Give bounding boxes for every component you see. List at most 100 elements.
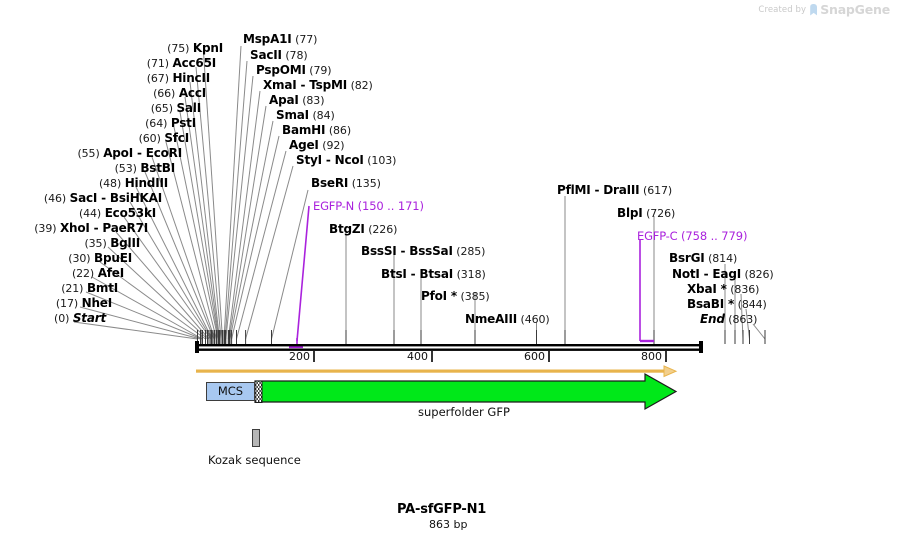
enzyme-name: SalI [176, 101, 201, 115]
enzyme-label-acci[interactable]: (66) AccI [20, 86, 206, 101]
enzyme-name: PstI [170, 116, 196, 130]
enzyme-position: (48) [98, 177, 122, 190]
enzyme-name: XhoI - PaeR7I [59, 221, 148, 235]
enzyme-position: (79) [309, 64, 332, 77]
enzyme-label-hindiii[interactable]: (48) HindIII [10, 176, 168, 191]
enzyme-name: HincII [172, 71, 210, 85]
enzyme-label-bsabi[interactable]: BsaBI * (844) [687, 297, 767, 312]
enzyme-label-sacii[interactable]: SacII (78) [250, 48, 308, 63]
enzyme-label-bsssi-bsssai[interactable]: BssSI - BssSaI (285) [361, 244, 486, 259]
enzyme-name: BstBI [140, 161, 175, 175]
enzyme-name: BlpI [617, 206, 643, 220]
enzyme-label-bpuei[interactable]: (30) BpuEI [0, 252, 132, 266]
enzyme-label-styi-ncoi[interactable]: StyI - NcoI (103) [296, 153, 396, 168]
enzyme-position: (55) [77, 147, 100, 160]
ruler-tick-label-800: 800 [641, 350, 662, 363]
feature-name: EGFP-C [637, 229, 678, 243]
enzyme-label-pspomi[interactable]: PspOMI (79) [256, 64, 332, 78]
feature-label-egfp-c[interactable]: EGFP-C (758 .. 779) [637, 230, 747, 243]
enzyme-name: HindIII [124, 176, 168, 190]
enzyme-label-bmti[interactable]: (21) BmtI [0, 282, 118, 296]
enzyme-label-blpi[interactable]: BlpI (726) [617, 206, 676, 221]
enzyme-name: BsaBI * [687, 297, 735, 311]
enzyme-label-bamhi[interactable]: BamHI (86) [282, 124, 351, 138]
plasmid-title: PA-sfGFP-N1 [397, 502, 487, 517]
enzyme-name: PflMI - DraIII [557, 183, 640, 197]
snapgene-watermark: Created by SnapGene [758, 2, 890, 17]
enzyme-label-sfci[interactable]: (60) SfcI [20, 132, 190, 146]
enzyme-label-nhei[interactable]: (17) NheI [0, 297, 112, 311]
enzyme-label-pfoi[interactable]: PfoI * (385) [421, 290, 490, 304]
leader-lines-left [73, 51, 223, 340]
enzyme-name: BsrGI [669, 251, 705, 265]
enzyme-label-kpni[interactable]: (75) KpnI [40, 42, 223, 56]
enzyme-position: (836) [730, 283, 760, 296]
enzyme-label-psti[interactable]: (64) PstI [20, 116, 196, 131]
enzyme-position: (78) [285, 49, 308, 62]
enzyme-position: (83) [302, 94, 325, 107]
enzyme-label-bsrgi[interactable]: BsrGI (814) [669, 251, 737, 266]
enzyme-name: NmeAIII [465, 312, 517, 326]
enzyme-label-nmeaiii[interactable]: NmeAIII (460) [465, 312, 550, 327]
enzyme-position: (84) [312, 109, 335, 122]
enzyme-label-start[interactable]: (0) Start [0, 312, 106, 326]
ruler-tick-label-600: 600 [524, 350, 545, 363]
sequence-backbone [195, 341, 703, 353]
enzyme-position: (82) [350, 79, 373, 92]
feature-mcs-box[interactable]: MCS [206, 382, 255, 401]
enzyme-name: BseRI [311, 176, 349, 190]
enzyme-label-noti-eagi[interactable]: NotI - EagI (826) [672, 268, 774, 282]
enzyme-position: (0) [54, 312, 70, 325]
feature-label-egfp-n[interactable]: EGFP-N (150 .. 171) [313, 200, 424, 213]
enzyme-label-agei[interactable]: AgeI (92) [289, 139, 345, 153]
enzyme-position: (135) [351, 177, 381, 190]
enzyme-label-eco53ki[interactable]: (44) Eco53kI [0, 206, 157, 221]
enzyme-position: (66) [153, 87, 176, 100]
enzyme-label-xmai-tspmi[interactable]: XmaI - TspMI (82) [263, 79, 373, 93]
enzyme-name: StyI - NcoI [296, 153, 364, 167]
plasmid-length: 863 bp [429, 518, 468, 531]
watermark-created-by-text: Created by [758, 4, 807, 15]
enzyme-label-acc65i[interactable]: (71) Acc65I [20, 57, 216, 71]
enzyme-name: BssSI - BssSaI [361, 244, 453, 258]
enzyme-label-smai[interactable]: SmaI (84) [276, 109, 335, 123]
enzyme-name: AccI [178, 86, 206, 100]
enzyme-position: (35) [84, 237, 107, 250]
enzyme-label-sali[interactable]: (65) SalI [20, 101, 201, 116]
enzyme-label-btsi-btsai[interactable]: BtsI - BtsaI (318) [381, 268, 486, 282]
enzyme-position: (64) [145, 117, 168, 130]
enzyme-position: (92) [322, 139, 345, 152]
enzyme-position: (285) [456, 245, 486, 258]
enzyme-position: (726) [646, 207, 676, 220]
enzyme-label-bglii[interactable]: (35) BglII [0, 237, 140, 251]
enzyme-label-pflmi-draiii[interactable]: PflMI - DraIII (617) [557, 183, 672, 198]
enzyme-label-saci-bsihkai[interactable]: (46) SacI - BsiHKAI [0, 192, 162, 206]
enzyme-name: SacII [250, 48, 282, 62]
enzyme-label-btgzi[interactable]: BtgZI (226) [329, 223, 397, 237]
enzyme-position: (60) [138, 132, 161, 145]
enzyme-name: Eco53kI [104, 206, 157, 220]
enzyme-label-afei[interactable]: (22) AfeI [0, 267, 124, 281]
enzyme-name: MspA1I [243, 32, 292, 46]
feature-kozak-box[interactable] [252, 429, 260, 447]
enzyme-label-mspa1i[interactable]: MspA1I (77) [243, 32, 317, 47]
enzyme-position: (318) [456, 268, 486, 281]
feature-label-superfolder-gfp: superfolder GFP [418, 405, 510, 419]
enzyme-label-bseri[interactable]: BseRI (135) [311, 176, 381, 191]
enzyme-label-bstbi[interactable]: (53) BstBI [10, 161, 176, 176]
feature-name: EGFP-N [313, 199, 355, 213]
enzyme-label-apoi-ecori[interactable]: (55) ApoI - EcoRI [10, 147, 182, 161]
ruler-tick-label-400: 400 [407, 350, 428, 363]
enzyme-label-end[interactable]: End (863) [700, 313, 757, 327]
ruler-tick-label-200: 200 [289, 350, 310, 363]
egfp-c-bracket [639, 240, 654, 343]
enzyme-position: (67) [146, 72, 169, 85]
enzyme-label-apai[interactable]: ApaI (83) [269, 94, 325, 108]
enzyme-position: (21) [61, 282, 84, 295]
enzyme-label-xhoi-paer7i[interactable]: (39) XhoI - PaeR7I [0, 221, 148, 236]
cut-site-ticks [197, 330, 766, 344]
enzyme-label-xbai[interactable]: XbaI * (836) [687, 283, 760, 297]
enzyme-label-hincii[interactable]: (67) HincII [20, 71, 210, 86]
